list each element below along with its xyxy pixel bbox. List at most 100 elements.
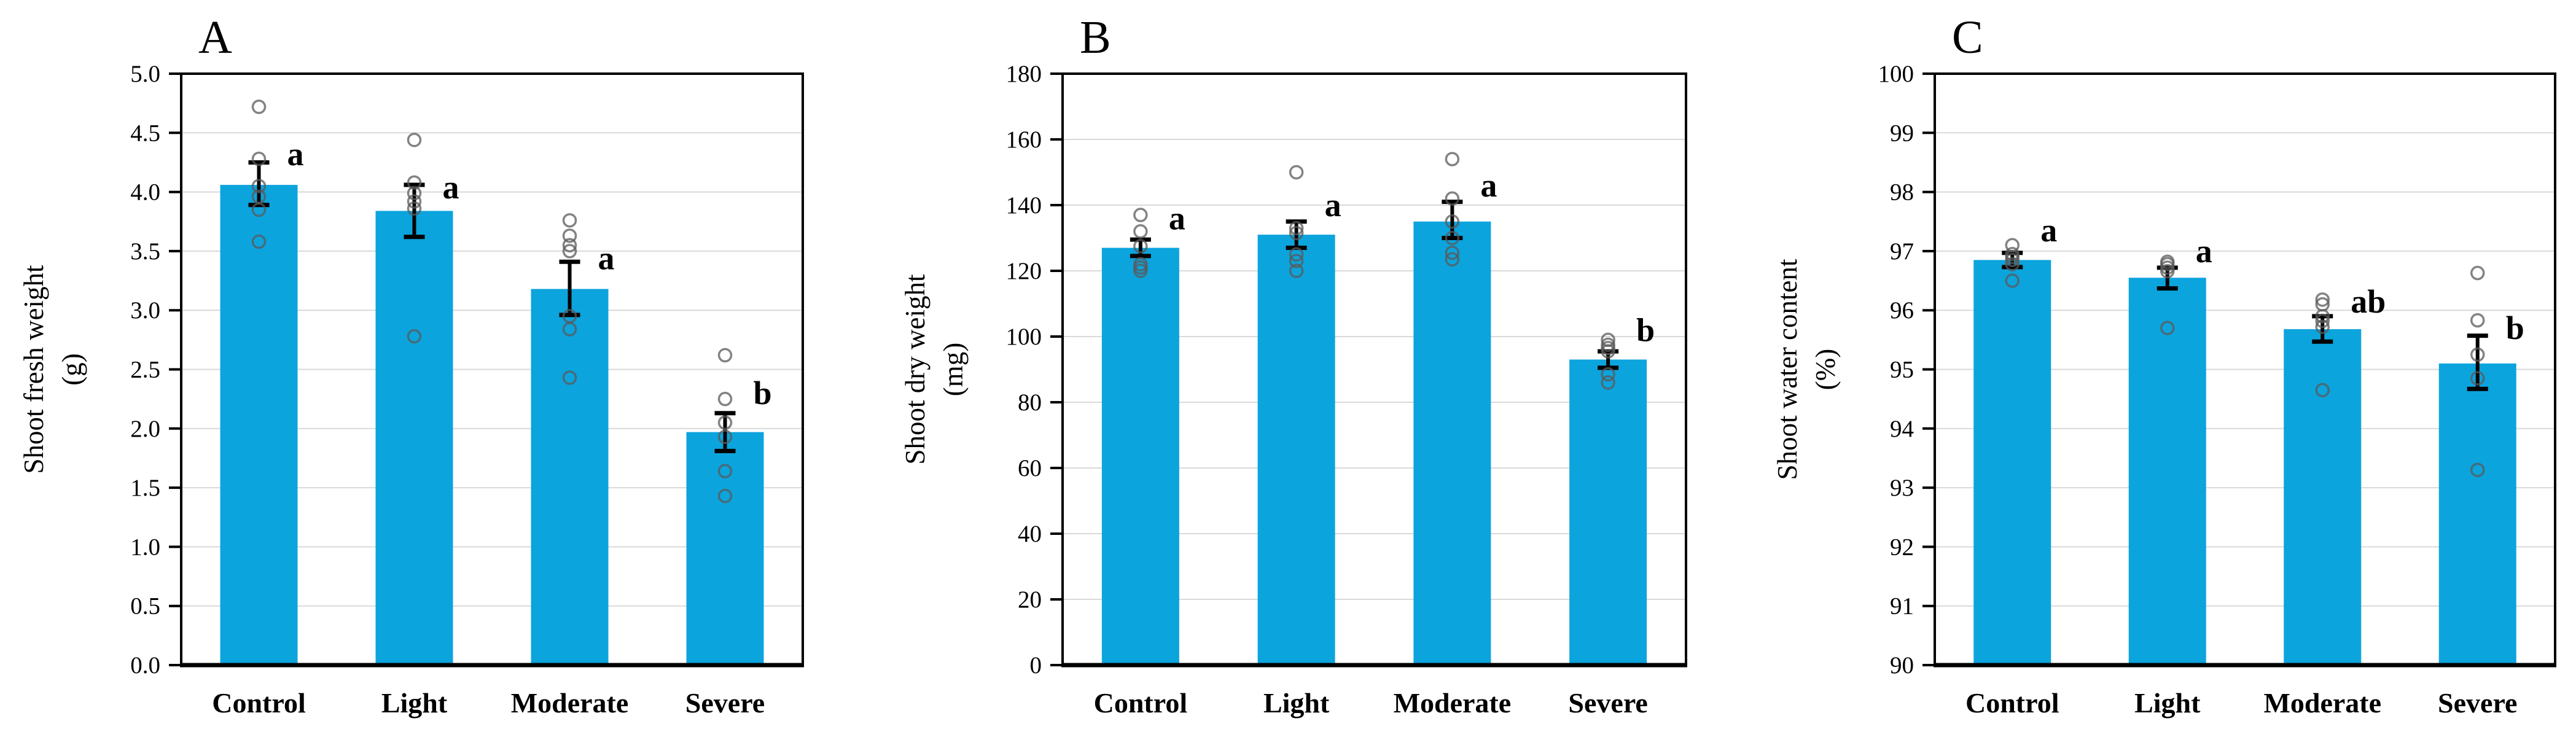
y-axis-title: Shoot dry weight bbox=[900, 274, 931, 464]
chart-svg-A: 0.0 0.5 1.0 1.5 2.0 2.5 3.0 3.5 4.0 4.5 5.0 a a a b Con… bbox=[18, 12, 804, 719]
y-tick-label: 20 bbox=[1018, 586, 1042, 613]
y-tick-label: 0 bbox=[1030, 652, 1042, 679]
y-tick-label: 0.5 bbox=[130, 593, 160, 620]
y-tick-label: 100 bbox=[1878, 61, 1914, 87]
bar-severe bbox=[2438, 363, 2516, 665]
significance-letter: ab bbox=[2351, 283, 2386, 320]
bar-moderate bbox=[1413, 221, 1491, 665]
data-point bbox=[2005, 257, 2020, 271]
data-point bbox=[1289, 254, 1304, 268]
data-point bbox=[717, 429, 733, 445]
category-label-control: Control bbox=[212, 687, 306, 719]
data-point bbox=[407, 194, 422, 209]
data-point bbox=[1289, 165, 1304, 180]
data-point bbox=[1601, 375, 1615, 390]
data-point bbox=[2160, 321, 2175, 335]
bar-severe bbox=[1569, 359, 1647, 665]
data-point bbox=[2470, 462, 2485, 477]
data-point bbox=[2470, 265, 2485, 281]
chart-panel-c: 90 91 92 93 94 95 96 97 98 99 100 a a ab b Control Light… bbox=[1717, 0, 2576, 756]
data-point bbox=[2315, 292, 2330, 307]
y-tick-label: 5.0 bbox=[130, 61, 160, 87]
data-point bbox=[1133, 263, 1148, 278]
data-point bbox=[562, 370, 577, 385]
chart-panel-b: 0 20 40 60 80 100 120 140 160 180 a a a b Control Light… bbox=[859, 0, 1717, 756]
data-point bbox=[1289, 220, 1304, 236]
significance-letter: a bbox=[287, 136, 304, 173]
category-label-moderate: Moderate bbox=[511, 687, 629, 719]
y-tick-label: 92 bbox=[1890, 534, 1914, 560]
y-tick-label: 3.0 bbox=[130, 297, 160, 324]
data-point bbox=[562, 238, 577, 253]
data-point bbox=[1601, 367, 1615, 382]
y-tick-label: 180 bbox=[1006, 61, 1042, 87]
y-tick-label: 93 bbox=[1890, 475, 1914, 501]
data-point bbox=[2470, 313, 2485, 328]
data-point bbox=[1445, 214, 1460, 229]
significance-letter: a bbox=[2040, 212, 2057, 249]
data-point bbox=[407, 185, 422, 201]
data-point bbox=[2315, 383, 2330, 397]
y-tick-label: 120 bbox=[1006, 258, 1042, 284]
data-point bbox=[407, 133, 422, 147]
bar-control bbox=[220, 185, 298, 665]
category-label-control: Control bbox=[1965, 687, 2059, 719]
y-tick-label: 4.5 bbox=[130, 120, 160, 146]
y-tick-label: 98 bbox=[1890, 179, 1914, 206]
y-tick-label: 91 bbox=[1890, 593, 1914, 620]
y-tick-label: 97 bbox=[1890, 238, 1914, 265]
data-point bbox=[1289, 225, 1304, 241]
data-point bbox=[562, 244, 577, 259]
data-point bbox=[1289, 247, 1304, 262]
y-tick-label: 140 bbox=[1006, 192, 1042, 219]
data-point bbox=[251, 151, 267, 166]
bar-light bbox=[2128, 278, 2206, 665]
data-point bbox=[407, 175, 422, 190]
data-point bbox=[2470, 347, 2485, 362]
data-point bbox=[1133, 224, 1148, 239]
significance-letter: b bbox=[1636, 311, 1655, 348]
y-tick-label: 99 bbox=[1890, 120, 1914, 146]
data-point bbox=[2160, 263, 2175, 279]
y-tick-label: 160 bbox=[1006, 127, 1042, 153]
data-point bbox=[562, 213, 577, 228]
category-label-light: Light bbox=[381, 687, 448, 719]
chart-svg-B: 0 20 40 60 80 100 120 140 160 180 a a a b Control Light… bbox=[900, 12, 1687, 719]
y-tick-label: 4.0 bbox=[130, 179, 160, 206]
bar-control bbox=[1973, 260, 2051, 666]
y-tick-label: 60 bbox=[1018, 455, 1042, 481]
bar-moderate bbox=[2284, 329, 2362, 665]
bar-light bbox=[1257, 235, 1335, 665]
data-point bbox=[251, 234, 267, 249]
data-point bbox=[717, 348, 733, 363]
data-point bbox=[1133, 208, 1148, 222]
data-point bbox=[251, 202, 267, 217]
data-point bbox=[562, 228, 577, 243]
y-tick-label: 2.0 bbox=[130, 416, 160, 442]
significance-letter: a bbox=[1325, 187, 1341, 224]
y-axis-title: Shoot fresh weight bbox=[18, 265, 49, 473]
category-label-severe: Severe bbox=[1568, 687, 1647, 719]
bar-control bbox=[1101, 247, 1179, 665]
data-point bbox=[251, 99, 267, 114]
y-tick-label: 80 bbox=[1018, 389, 1042, 416]
data-point bbox=[1289, 263, 1304, 278]
category-label-light: Light bbox=[1263, 687, 1330, 719]
category-label-light: Light bbox=[2134, 687, 2201, 719]
panel-letter: C bbox=[1952, 12, 1983, 63]
y-tick-label: 1.0 bbox=[130, 534, 160, 560]
data-point bbox=[2005, 273, 2020, 288]
y-tick-label: 2.5 bbox=[130, 357, 160, 383]
data-point bbox=[407, 201, 422, 216]
y-axis-unit: (%) bbox=[1810, 349, 1841, 390]
significance-letter: b bbox=[2506, 310, 2524, 346]
category-label-moderate: Moderate bbox=[1394, 687, 1512, 719]
data-point bbox=[1445, 252, 1460, 267]
data-point bbox=[2315, 313, 2330, 329]
data-point bbox=[2315, 319, 2330, 334]
data-point bbox=[2315, 309, 2330, 324]
y-axis-unit: (g) bbox=[57, 353, 87, 385]
data-point bbox=[1445, 245, 1460, 260]
data-point bbox=[1133, 239, 1148, 254]
